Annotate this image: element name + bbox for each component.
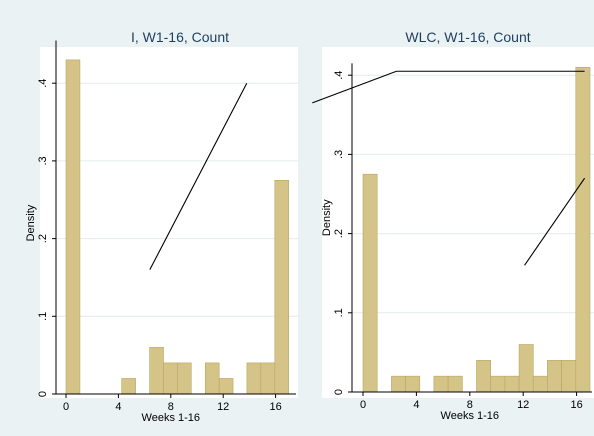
histogram-bar bbox=[65, 59, 81, 395]
histogram-bar bbox=[447, 375, 463, 393]
y-tick-label: .2 bbox=[333, 229, 345, 238]
y-tick-label: 0 bbox=[37, 391, 49, 397]
x-axis-label: Weeks 1-16 bbox=[441, 410, 500, 422]
histogram-bar bbox=[121, 378, 136, 395]
x-tick-label: 12 bbox=[517, 399, 529, 411]
y-tick-label: .3 bbox=[333, 150, 345, 159]
gridlines bbox=[352, 74, 594, 314]
histogram-bar bbox=[204, 362, 220, 395]
y-tick-label: .2 bbox=[37, 234, 49, 243]
x-tick-label: 12 bbox=[217, 401, 229, 413]
overlay-lines bbox=[149, 82, 248, 270]
y-tick-label: .4 bbox=[37, 79, 49, 88]
histogram-bar bbox=[490, 375, 506, 393]
histogram-panel-right: 0 .1 .2 .3 .4 0 4 8 12 16 WLC, W1-16, Count Weeks… bbox=[312, 29, 594, 422]
histogram-bar bbox=[218, 378, 234, 395]
y-tick-label: 0 bbox=[333, 389, 345, 395]
histogram-bar bbox=[391, 375, 406, 393]
axes: 0 .1 .2 .3 .4 0 4 8 12 16 bbox=[333, 63, 592, 411]
histogram-bar bbox=[476, 360, 491, 393]
histogram-bar bbox=[575, 66, 591, 393]
y-axis-label: Density bbox=[25, 204, 37, 241]
x-tick-label: 4 bbox=[115, 401, 121, 413]
histogram-bar bbox=[518, 344, 534, 393]
x-tick-label: 8 bbox=[467, 399, 473, 411]
histogram-bar bbox=[433, 375, 449, 393]
y-tick-label: .1 bbox=[37, 312, 49, 321]
overlay-line bbox=[149, 82, 248, 270]
histogram-bar bbox=[274, 180, 290, 395]
histogram-bar bbox=[405, 375, 421, 393]
histogram-bar bbox=[149, 347, 164, 395]
y-tick-label: .1 bbox=[333, 308, 345, 317]
x-tick-label: 16 bbox=[269, 401, 281, 413]
x-tick-label: 4 bbox=[413, 399, 419, 411]
histogram-bar bbox=[532, 375, 548, 393]
plot-area bbox=[40, 47, 298, 398]
histogram-bar bbox=[362, 173, 378, 393]
y-tick-label: .4 bbox=[333, 71, 345, 80]
overlay-line bbox=[524, 177, 586, 266]
gridlines bbox=[56, 82, 298, 317]
chart-title: WLC, W1-16, Count bbox=[405, 29, 530, 45]
histogram-panel-left: 0 .1 .2 .3 .4 0 4 8 12 16 I, W1-16, Count Weeks 1… bbox=[25, 29, 298, 424]
x-tick-label: 8 bbox=[168, 401, 174, 413]
x-tick-label: 16 bbox=[570, 399, 582, 411]
y-tick-label: .3 bbox=[37, 156, 49, 165]
bars bbox=[65, 59, 290, 395]
histogram-bar bbox=[260, 362, 276, 395]
x-tick-label: 0 bbox=[360, 399, 366, 411]
histogram-bar bbox=[177, 362, 192, 395]
histogram-bar bbox=[163, 362, 178, 395]
histogram-bar bbox=[561, 360, 577, 393]
y-axis-label: Density bbox=[321, 199, 333, 236]
histogram-bar bbox=[504, 375, 520, 393]
axes: 0 .1 .2 .3 .4 0 4 8 12 16 bbox=[37, 40, 296, 413]
bars bbox=[362, 66, 591, 393]
x-axis-label: Weeks 1-16 bbox=[142, 412, 201, 424]
x-tick-label: 0 bbox=[63, 401, 69, 413]
overlay-lines bbox=[312, 70, 586, 266]
histogram-bar bbox=[246, 362, 262, 395]
chart-title: I, W1-16, Count bbox=[131, 29, 229, 45]
overlay-line bbox=[312, 70, 585, 104]
histogram-bar bbox=[547, 360, 562, 393]
